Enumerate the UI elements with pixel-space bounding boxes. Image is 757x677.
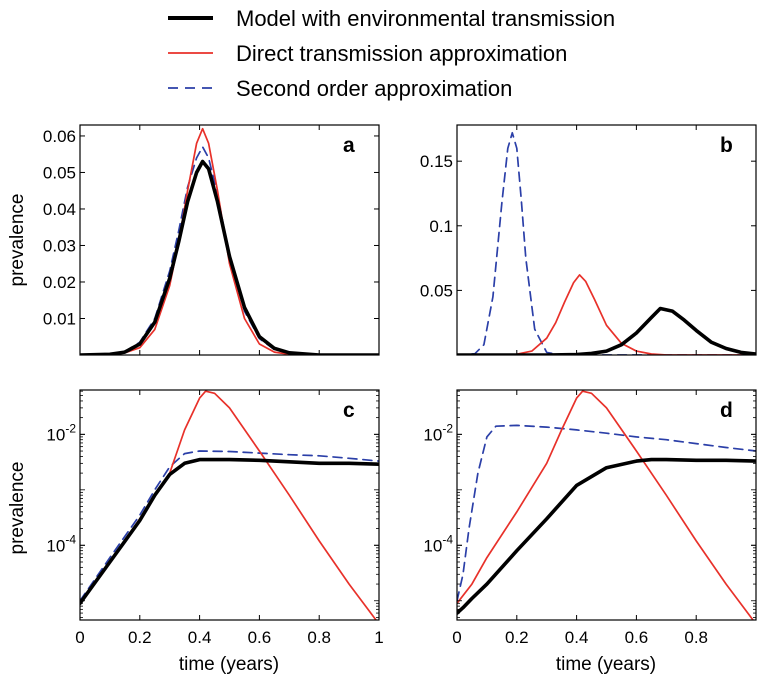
series-second-line: [457, 424, 756, 602]
x-tick-label: 0: [75, 628, 84, 647]
series-model-line: [80, 159, 379, 355]
legend-label-model: Model with environmental transmission: [236, 6, 615, 31]
y-tick-label: 0.15: [420, 152, 453, 171]
panel-d-frame: [456, 389, 757, 621]
panel-c-frame: [79, 389, 380, 621]
series-direct-line: [457, 390, 754, 620]
panel-letter: a: [343, 134, 355, 157]
panel-a-series: [80, 127, 379, 355]
y-tick-label: 0.05: [420, 281, 453, 300]
y-tick-label: 0.03: [43, 236, 76, 255]
panel-c-xlabel: time (years): [179, 654, 279, 675]
series-model-line: [457, 306, 756, 355]
x-tick-label: 0.2: [128, 628, 152, 647]
panel-c-series: [80, 390, 379, 620]
y-tick-label: 0.01: [43, 309, 76, 328]
y-tick-label: 0.1: [429, 217, 453, 236]
x-tick-label: 0.8: [684, 628, 708, 647]
series-second-line: [80, 450, 379, 602]
series-model-line: [80, 457, 379, 606]
panel-b-series: [457, 131, 756, 355]
panel-d: 10-2 10-4 0 0.2 0.4 0.6 0.8 d: [423, 389, 757, 647]
panel-letter: c: [343, 399, 355, 422]
legend-label-direct: Direct transmission approximation: [236, 41, 567, 66]
x-tick-label: 0.2: [505, 628, 529, 647]
panel-a-frame: [79, 124, 380, 356]
panel-a-ylabel: prevalence: [7, 194, 28, 287]
panel-c-ylabel: prevalence: [7, 462, 28, 555]
panel-c: 10-2 10-4 0 0.2 0.4 0.6 0.8 1 c: [46, 389, 384, 647]
x-tick-label: 0.4: [565, 628, 589, 647]
panels: 0.01 0.02 0.03 0.04 0.05 0.06 a 0.05 0.1 0.15 b 10-…: [43, 124, 757, 647]
x-tick-label: 0.8: [307, 628, 331, 647]
x-tick-label: 0.6: [248, 628, 272, 647]
y-tick-label: 10-4: [46, 532, 76, 555]
x-tick-label: 1: [374, 628, 383, 647]
x-tick-label: 0.4: [188, 628, 212, 647]
series-model-line: [457, 457, 756, 615]
panel-b-frame: [456, 124, 757, 356]
x-tick-label: 0.6: [625, 628, 649, 647]
panel-b: 0.05 0.1 0.15 b: [420, 124, 757, 356]
series-direct-line: [80, 127, 379, 355]
panel-letter: d: [720, 399, 733, 422]
series-direct-line: [457, 274, 756, 355]
y-tick-label: 10-2: [423, 421, 453, 444]
series-second-line: [457, 131, 756, 355]
series-direct-line: [80, 390, 377, 620]
panel-letter: b: [720, 134, 733, 157]
y-tick-label: 0.06: [43, 127, 76, 146]
panel-d-xlabel: time (years): [556, 654, 656, 675]
y-tick-label: 0.02: [43, 273, 76, 292]
panel-a: 0.01 0.02 0.03 0.04 0.05 0.06 a: [43, 124, 380, 356]
y-tick-label: 10-2: [46, 421, 76, 444]
y-tick-label: 0.04: [43, 200, 76, 219]
legend: Model with environmental transmission Di…: [168, 6, 615, 101]
legend-label-second: Second order approximation: [236, 76, 512, 101]
x-tick-label: 0: [452, 628, 461, 647]
y-tick-label: 0.05: [43, 163, 76, 182]
y-tick-label: 10-4: [423, 532, 453, 555]
panel-d-series: [457, 390, 756, 620]
